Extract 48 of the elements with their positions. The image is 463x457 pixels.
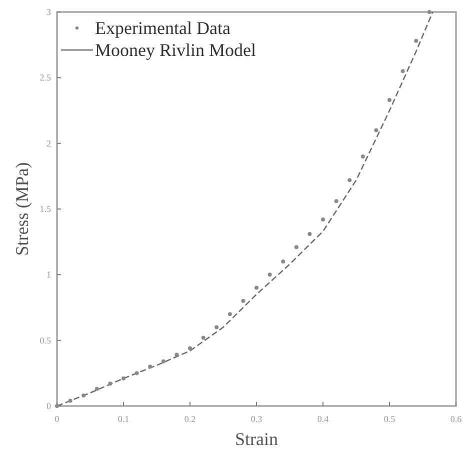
x-tick-label: 0 xyxy=(54,414,60,424)
point xyxy=(68,398,72,403)
point xyxy=(82,393,86,398)
point xyxy=(268,272,272,277)
point xyxy=(174,352,179,357)
point xyxy=(201,336,206,340)
point xyxy=(388,98,392,102)
x-tick-label: 0.2 xyxy=(184,414,196,424)
point xyxy=(414,38,418,43)
point xyxy=(334,199,338,204)
x-axis-title: Strain xyxy=(235,429,278,449)
x-tick-label: 0.3 xyxy=(250,414,263,424)
point xyxy=(374,128,378,132)
point xyxy=(161,359,166,364)
point xyxy=(188,346,192,350)
y-tick-label: 0.5 xyxy=(40,335,52,346)
point xyxy=(241,298,246,303)
line-series xyxy=(56,11,434,407)
point xyxy=(214,325,219,330)
point xyxy=(254,286,258,290)
x-tick-label: 0.6 xyxy=(450,414,462,424)
y-tick-label: 2 xyxy=(46,138,51,148)
y-tick-label: 1 xyxy=(46,270,51,280)
point xyxy=(294,245,298,250)
y-tick-label: 0 xyxy=(46,401,52,411)
point xyxy=(308,232,312,236)
y-tick-label: 1.5 xyxy=(40,204,52,214)
point xyxy=(134,371,139,376)
y-tick-label: 3 xyxy=(46,7,52,17)
x-tick-label: 0.4 xyxy=(317,414,330,424)
y-axis-title: Stress (MPa) xyxy=(12,162,32,256)
point xyxy=(108,382,112,386)
point xyxy=(360,154,365,158)
point xyxy=(122,376,126,380)
point xyxy=(94,386,99,391)
legend-label: Experimental Data xyxy=(95,18,230,38)
point xyxy=(55,404,59,408)
point xyxy=(427,10,432,14)
point xyxy=(348,178,352,182)
x-tick-label: 0.5 xyxy=(384,414,396,424)
point xyxy=(321,218,325,222)
point xyxy=(281,260,286,264)
point xyxy=(228,312,232,316)
y-tick-label: 2.5 xyxy=(40,72,52,83)
x-tick-label: 0.1 xyxy=(118,414,130,424)
legend-label: Mooney Rivlin Model xyxy=(95,40,256,60)
point xyxy=(400,69,405,74)
point xyxy=(148,364,152,369)
